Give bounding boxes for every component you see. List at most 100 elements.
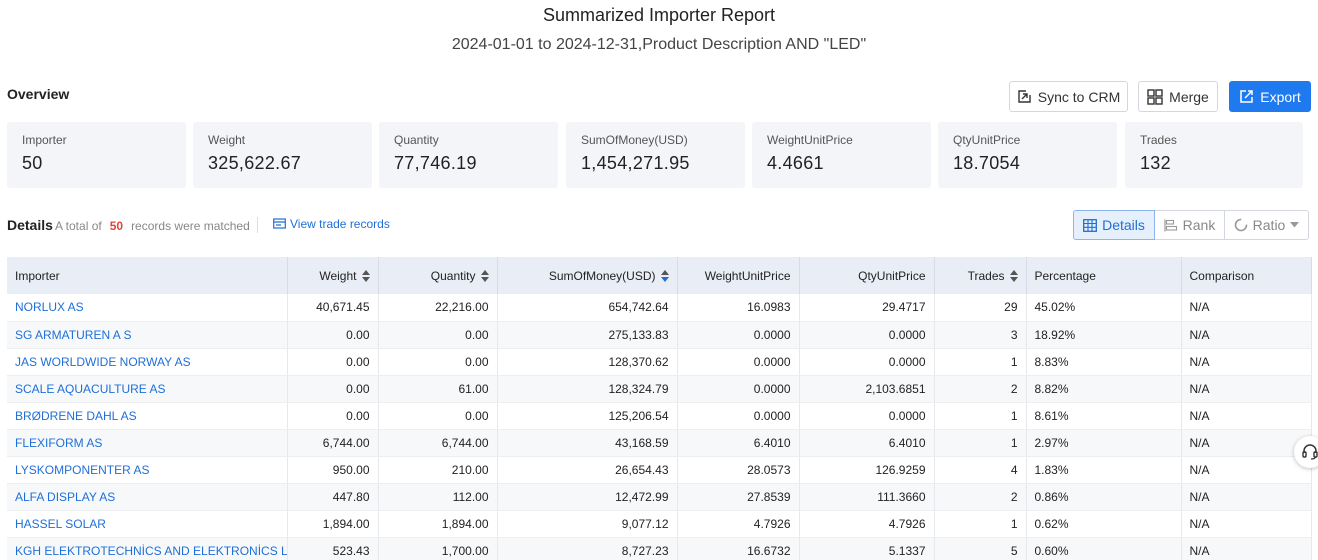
importer-link[interactable]: SCALE AQUACULTURE AS xyxy=(7,375,288,403)
ratio-view-label: Ratio xyxy=(1252,217,1286,233)
card-label: Trades xyxy=(1140,133,1177,147)
card-value: 4.4661 xyxy=(767,153,824,173)
cell-quantity: 0.00 xyxy=(378,402,498,430)
cell-trades: 3 xyxy=(934,321,1027,349)
importer-link[interactable]: BRØDRENE DAHL AS xyxy=(7,402,288,430)
cell-comparison: N/A xyxy=(1181,537,1312,560)
sort-icon[interactable] xyxy=(361,269,370,282)
cell-quantity: 0.00 xyxy=(378,321,498,349)
cell-sum-of-money: 128,370.62 xyxy=(497,348,678,376)
cell-qty-unit-price: 5.1337 xyxy=(799,537,935,560)
cell-comparison: N/A xyxy=(1181,321,1312,349)
cell-sum-of-money: 9,077.12 xyxy=(497,510,678,538)
table-row[interactable]: SCALE AQUACULTURE AS 0.00 61.00 128,324.79 0… xyxy=(7,375,1312,403)
details-view-button[interactable]: Details xyxy=(1073,210,1155,240)
export-label: Export xyxy=(1260,88,1301,105)
table-row[interactable]: LYSKOMPONENTER AS 950.00 210.00 26,654.43 28… xyxy=(7,456,1312,484)
merge-button[interactable]: Merge xyxy=(1138,81,1218,112)
cell-weight: 950.00 xyxy=(287,456,379,484)
importer-link[interactable]: KGH ELEKTROTECHNİCS AND ELEKTRONİCS LTD xyxy=(7,537,288,560)
cell-trades: 1 xyxy=(934,348,1027,376)
card-label: Importer xyxy=(22,133,67,147)
card-quantity: Quantity 77,746.19 xyxy=(379,122,558,188)
cell-weight: 0.00 xyxy=(287,375,379,403)
cell-percentage: 0.86% xyxy=(1026,483,1182,511)
merge-label: Merge xyxy=(1169,88,1209,105)
sort-icon[interactable] xyxy=(660,269,669,282)
cell-qty-unit-price: 0.0000 xyxy=(799,402,935,430)
table-header-row: Importer Weight Quantity SumOfMoney(USD)… xyxy=(7,257,1312,294)
cell-weight-unit-price: 27.8539 xyxy=(677,483,800,511)
support-button[interactable] xyxy=(1294,436,1318,468)
cell-trades: 5 xyxy=(934,537,1027,560)
rank-view-button[interactable]: Rank xyxy=(1155,210,1225,240)
export-button[interactable]: Export xyxy=(1229,81,1311,112)
cell-comparison: N/A xyxy=(1181,348,1312,376)
sync-to-crm-button[interactable]: Sync to CRM xyxy=(1009,81,1128,112)
cell-sum-of-money: 125,206.54 xyxy=(497,402,678,430)
card-label: WeightUnitPrice xyxy=(767,133,853,147)
cell-weight-unit-price: 6.4010 xyxy=(677,429,800,457)
table-row[interactable]: FLEXIFORM AS 6,744.00 6,744.00 43,168.59 6.4… xyxy=(7,429,1312,457)
cell-sum-of-money: 654,742.64 xyxy=(497,294,678,322)
details-view-label: Details xyxy=(1102,217,1145,233)
importer-link[interactable]: FLEXIFORM AS xyxy=(7,429,288,457)
importer-link[interactable]: ALFA DISPLAY AS xyxy=(7,483,288,511)
table-row[interactable]: JAS WORLDWIDE NORWAY AS 0.00 0.00 128,370.6… xyxy=(7,348,1312,376)
sort-icon[interactable] xyxy=(480,269,489,282)
table-row[interactable]: KGH ELEKTROTECHNİCS AND ELEKTRONİCS LTD 5… xyxy=(7,537,1312,560)
cell-qty-unit-price: 4.7926 xyxy=(799,510,935,538)
card-label: Weight xyxy=(208,133,246,147)
cell-percentage: 1.83% xyxy=(1026,456,1182,484)
cell-quantity: 1,894.00 xyxy=(378,510,498,538)
importer-link[interactable]: NORLUX AS xyxy=(7,294,288,322)
cell-weight: 0.00 xyxy=(287,321,379,349)
card-label: QtyUnitPrice xyxy=(953,133,1021,147)
column-header-weight[interactable]: Weight xyxy=(287,257,379,294)
cell-weight: 0.00 xyxy=(287,402,379,430)
cell-percentage: 8.83% xyxy=(1026,348,1182,376)
importer-link[interactable]: LYSKOMPONENTER AS xyxy=(7,456,288,484)
total-prefix: A total of xyxy=(55,219,102,233)
table-row[interactable]: HASSEL SOLAR 1,894.00 1,894.00 9,077.12 4.79… xyxy=(7,510,1312,538)
importer-link[interactable]: JAS WORLDWIDE NORWAY AS xyxy=(7,348,288,376)
sort-icon[interactable] xyxy=(1009,269,1018,282)
card-importer: Importer 50 xyxy=(7,122,186,188)
column-header-sum-of-money[interactable]: SumOfMoney(USD) xyxy=(497,257,678,294)
cell-trades: 1 xyxy=(934,429,1027,457)
cell-weight-unit-price: 4.7926 xyxy=(677,510,800,538)
table-row[interactable]: NORLUX AS 40,671.45 22,216.00 654,742.64 16.… xyxy=(7,294,1312,322)
cell-qty-unit-price: 111.3660 xyxy=(799,483,935,511)
cell-sum-of-money: 43,168.59 xyxy=(497,429,678,457)
cell-trades: 1 xyxy=(934,402,1027,430)
cell-weight-unit-price: 28.0573 xyxy=(677,456,800,484)
cell-weight: 1,894.00 xyxy=(287,510,379,538)
ratio-view-button[interactable]: Ratio xyxy=(1225,210,1309,240)
cell-comparison: N/A xyxy=(1181,375,1312,403)
table-row[interactable]: SG ARMATUREN A S 0.00 0.00 275,133.83 0.0000… xyxy=(7,321,1312,349)
total-count: 50 xyxy=(109,219,124,233)
table-icon xyxy=(1083,218,1098,232)
cell-qty-unit-price: 29.4717 xyxy=(799,294,935,322)
table-row[interactable]: ALFA DISPLAY AS 447.80 112.00 12,472.99 27.8… xyxy=(7,483,1312,511)
cell-weight: 6,744.00 xyxy=(287,429,379,457)
cell-quantity: 210.00 xyxy=(378,456,498,484)
overview-label: Overview xyxy=(7,86,70,102)
column-header-trades[interactable]: Trades xyxy=(934,257,1027,294)
column-header-percentage: Percentage xyxy=(1026,257,1182,294)
records-icon xyxy=(273,218,286,229)
importer-link[interactable]: HASSEL SOLAR xyxy=(7,510,288,538)
cell-qty-unit-price: 2,103.6851 xyxy=(799,375,935,403)
cell-qty-unit-price: 0.0000 xyxy=(799,348,935,376)
cell-trades: 4 xyxy=(934,456,1027,484)
table-row[interactable]: BRØDRENE DAHL AS 0.00 0.00 125,206.54 0.0000… xyxy=(7,402,1312,430)
sync-to-crm-icon xyxy=(1018,90,1031,103)
column-header-quantity[interactable]: Quantity xyxy=(378,257,498,294)
view-trade-records-link[interactable]: View trade records xyxy=(273,217,390,231)
sync-to-crm-label: Sync to CRM xyxy=(1037,88,1121,105)
column-header-weight-unit-price: WeightUnitPrice xyxy=(677,257,800,294)
divider xyxy=(257,217,258,233)
card-value: 132 xyxy=(1140,153,1171,173)
importer-link[interactable]: SG ARMATUREN A S xyxy=(7,321,288,349)
cell-weight: 40,671.45 xyxy=(287,294,379,322)
